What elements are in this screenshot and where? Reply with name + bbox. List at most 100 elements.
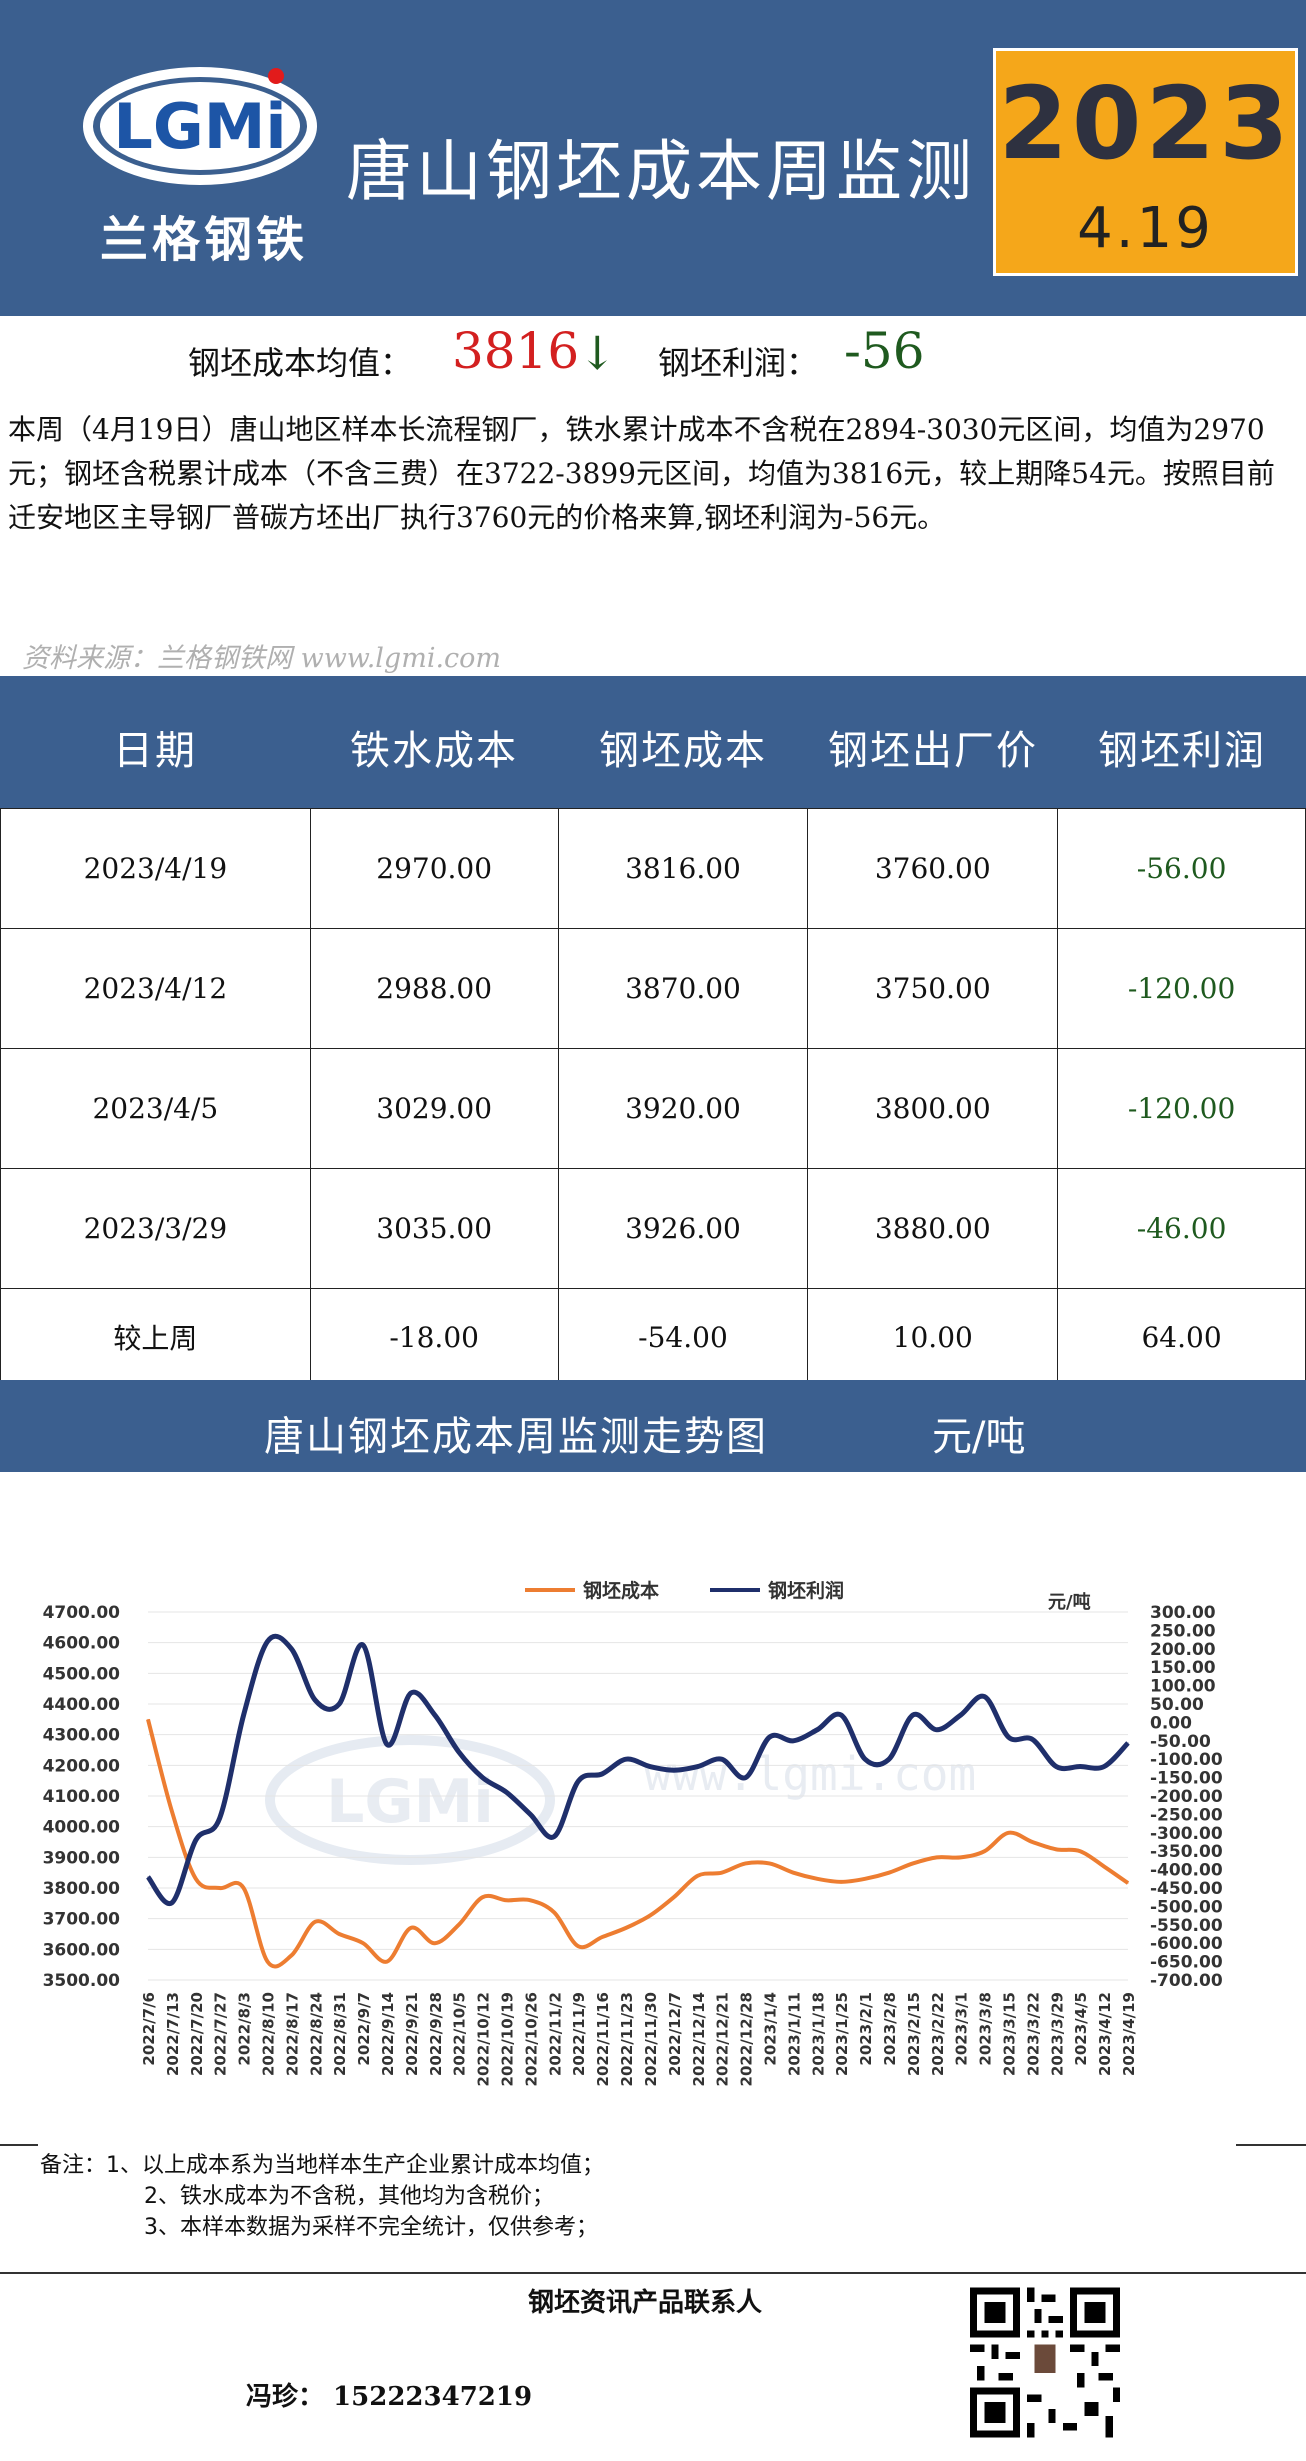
chart-unit: 元/吨 — [932, 1414, 1026, 1460]
cell-change-billet-cost: -54.00 — [557, 1288, 809, 1386]
y-right-tick-label: -400.00 — [1150, 1861, 1223, 1881]
y-left-tick-label: 3600.00 — [43, 1940, 121, 1960]
data-point — [1055, 1766, 1057, 1768]
data-point — [864, 1878, 866, 1880]
data-point — [147, 1876, 149, 1878]
data-point — [362, 1942, 364, 1944]
y-right-tick-label: -350.00 — [1150, 1842, 1223, 1862]
y-right-tick-label: -300.00 — [1150, 1824, 1223, 1844]
x-tick-label: 2022/11/2 — [546, 1992, 564, 2076]
x-tick-label: 2023/2/1 — [857, 1992, 875, 2066]
chart-unit-label: 元/吨 — [1048, 1591, 1091, 1613]
data-point — [649, 1766, 651, 1768]
x-tick-label: 2022/10/26 — [522, 1992, 540, 2086]
chart-header: 唐山钢坯成本周监测走势图 元/吨 — [0, 1380, 1306, 1472]
y-right-tick-label: 150.00 — [1150, 1658, 1216, 1678]
x-tick-label: 2022/12/21 — [714, 1992, 732, 2086]
data-point — [529, 1813, 531, 1815]
footer-divider — [0, 2272, 1306, 2274]
x-tick-label: 2022/12/28 — [738, 1992, 756, 2086]
x-tick-label: 2022/11/30 — [642, 1992, 660, 2086]
y-right-tick-label: 300.00 — [1150, 1603, 1216, 1623]
y-right-tick-label: 200.00 — [1150, 1640, 1216, 1660]
y-right-tick-label: 50.00 — [1150, 1695, 1204, 1715]
x-tick-label: 2022/11/23 — [618, 1992, 636, 2086]
table-row: 2023/3/29 3035.00 3926.00 3880.00 -46.00 — [0, 1168, 1306, 1289]
y-right-tick-label: -450.00 — [1150, 1879, 1223, 1899]
cell-change-iron-cost: -18.00 — [309, 1288, 559, 1386]
cell-date: 2023/4/19 — [0, 808, 311, 929]
cell-billet-cost: 3920.00 — [557, 1048, 809, 1169]
cell-billet-profit: -56.00 — [1057, 808, 1306, 929]
x-tick-label: 2022/10/19 — [499, 1992, 517, 2086]
note-item: 3、本样本数据为采样不完全统计，仅供参考； — [144, 2215, 598, 2240]
y-right-tick-label: -200.00 — [1150, 1787, 1223, 1807]
x-tick-label: 2022/9/14 — [379, 1992, 397, 2076]
data-point — [792, 1740, 794, 1742]
watermark-logo: LGMi — [326, 1767, 494, 1837]
chart-title: 唐山钢坯成本周监测走势图 — [264, 1414, 768, 1460]
data-point — [243, 1714, 245, 1716]
x-tick-label: 2022/12/14 — [690, 1992, 708, 2086]
data-point — [410, 1927, 412, 1929]
year-label: 2023 — [998, 65, 1293, 182]
x-tick-label: 2023/1/4 — [761, 1992, 779, 2066]
data-point — [553, 1912, 555, 1914]
legend-label-profit: 钢坯利润 — [768, 1579, 844, 1602]
profit-label: 钢坯利润： — [658, 344, 819, 382]
cell-date: 2023/3/29 — [0, 1168, 311, 1289]
x-tick-label: 2022/9/28 — [427, 1992, 445, 2076]
y-left-tick-label: 3700.00 — [43, 1910, 121, 1930]
data-point — [553, 1835, 555, 1837]
x-tick-label: 2023/2/22 — [929, 1992, 947, 2076]
data-table: 2023/4/19 2970.00 3816.00 3760.00 -56.00… — [0, 808, 1306, 1386]
x-tick-label: 2022/11/16 — [594, 1992, 612, 2086]
cell-billet-cost: 3870.00 — [557, 928, 809, 1049]
data-point — [984, 1850, 986, 1852]
cell-change-label: 较上周 — [0, 1288, 311, 1386]
notes: 备注：1、以上成本系为当地样本生产企业累计成本均值； 2、铁水成本为不含税，其他… — [40, 2150, 604, 2243]
col-header-billet-price: 钢坯出厂价 — [828, 728, 1038, 774]
x-tick-label: 2022/12/7 — [666, 1992, 684, 2076]
data-point — [577, 1945, 579, 1947]
data-point — [912, 1862, 914, 1864]
data-point — [960, 1856, 962, 1858]
date-box: 2023 4.19 — [993, 48, 1298, 276]
data-point — [458, 1751, 460, 1753]
data-point — [267, 1961, 269, 1963]
data-point — [171, 1902, 173, 1904]
x-tick-label: 2022/10/12 — [475, 1992, 493, 2086]
col-header-billet-cost: 钢坯成本 — [599, 728, 767, 774]
data-point — [482, 1777, 484, 1779]
data-point — [1079, 1766, 1081, 1768]
x-tick-label: 2022/8/31 — [331, 1992, 349, 2076]
divider-right — [1236, 2144, 1306, 2146]
y-right-tick-label: -650.00 — [1150, 1953, 1223, 1973]
data-point — [1103, 1866, 1105, 1868]
data-point — [458, 1924, 460, 1926]
header-banner: LGMi 兰格钢铁 唐山钢坯成本周监测 2023 4.19 — [0, 0, 1306, 316]
data-point — [649, 1915, 651, 1917]
y-right-tick-label: 0.00 — [1150, 1713, 1192, 1733]
data-point — [577, 1780, 579, 1782]
data-point — [1079, 1850, 1081, 1852]
data-point — [673, 1769, 675, 1771]
table-row: 2023/4/12 2988.00 3870.00 3750.00 -120.0… — [0, 928, 1306, 1049]
x-tick-label: 2023/3/29 — [1048, 1992, 1066, 2076]
y-right-tick-label: -600.00 — [1150, 1934, 1223, 1954]
cell-date: 2023/4/5 — [0, 1048, 311, 1169]
data-point — [219, 1887, 221, 1889]
x-tick-label: 2022/7/20 — [188, 1992, 206, 2076]
cell-billet-cost: 3926.00 — [557, 1168, 809, 1289]
y-right-tick-label: -500.00 — [1150, 1897, 1223, 1917]
data-point — [195, 1878, 197, 1880]
data-point — [410, 1692, 412, 1694]
data-point — [219, 1817, 221, 1819]
data-point — [936, 1729, 938, 1731]
cell-billet-price: 3800.00 — [807, 1048, 1059, 1169]
data-point — [434, 1942, 436, 1944]
data-point — [386, 1743, 388, 1745]
y-right-tick-label: 100.00 — [1150, 1677, 1216, 1697]
contact-person: 冯珍： 15222347219 — [246, 2382, 533, 2412]
data-point — [697, 1875, 699, 1877]
